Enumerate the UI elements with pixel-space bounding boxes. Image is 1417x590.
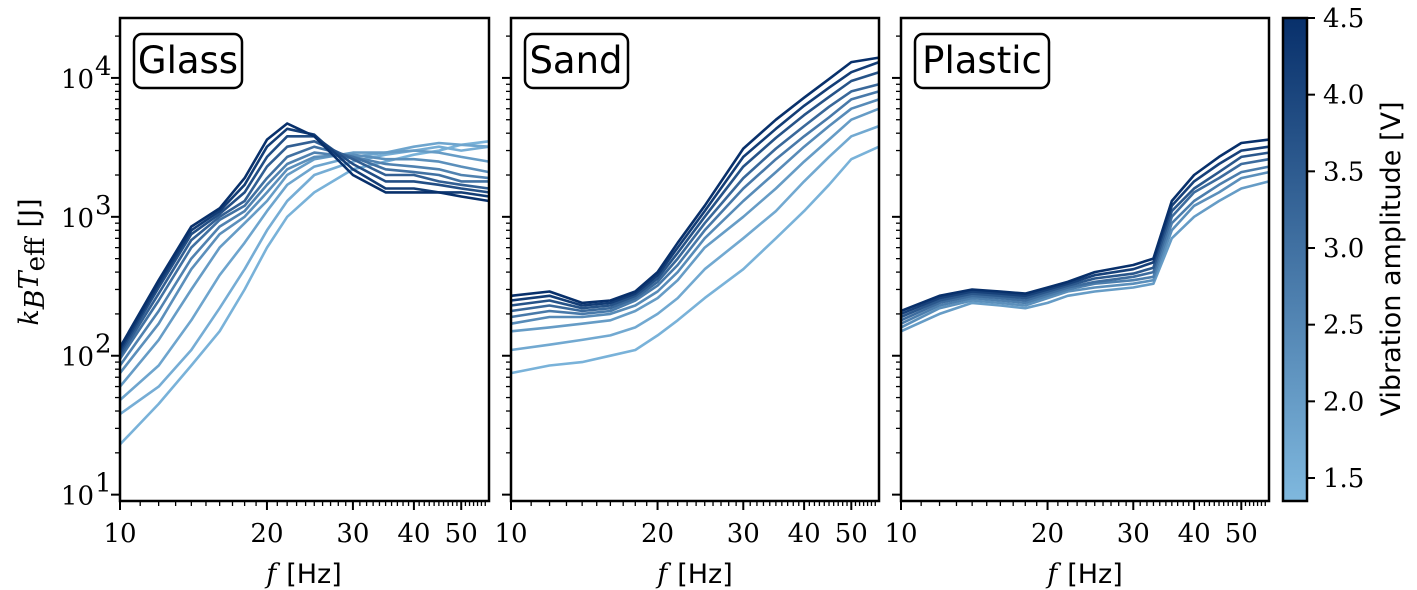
y-tick-exponent: 1 (95, 469, 112, 499)
x-tick-label: 40 (1178, 519, 1211, 549)
series-line (510, 83, 880, 313)
y-tick-exponent: 2 (95, 330, 112, 360)
colorbar-tick-label: 4.5 (1323, 4, 1364, 34)
x-tick-label: 40 (397, 519, 430, 549)
colorbar-label: Vibration amplitude [V] (1376, 101, 1407, 416)
glass-x-axis-label: f [Hz] (264, 559, 342, 590)
colorbar-tick-label: 3.0 (1323, 234, 1364, 264)
x-tick-label: 10 (103, 519, 136, 549)
series-line (510, 124, 880, 352)
plastic-x-axis-label: f [Hz] (1045, 559, 1123, 590)
glass-axes-frame (118, 16, 491, 503)
plastic-axes-frame (899, 16, 1271, 503)
sand-title: Sand (529, 39, 622, 82)
series-line (119, 140, 490, 446)
sand-title-box: Sand (523, 32, 630, 90)
series-line (900, 145, 1270, 316)
series-line (900, 138, 1270, 313)
x-tick-label: 10 (884, 519, 917, 549)
y-tick-label: 10 (61, 482, 94, 512)
series-line (119, 141, 490, 401)
glass-title-box: Glass (132, 32, 244, 90)
colorbar-tick-label: 4.0 (1323, 81, 1364, 111)
plastic-title-box: Plastic (913, 32, 1051, 90)
x-tick-label: 20 (641, 519, 674, 549)
series-line (118, 151, 490, 367)
series-line (510, 56, 880, 305)
y-tick-exponent: 4 (95, 52, 112, 82)
series-line (118, 153, 490, 374)
panel-sand: 10 20 30 40 50 Sand f [Hz] (494, 16, 881, 590)
series-line (900, 165, 1270, 325)
colorbar-tick-label: 2.0 (1323, 387, 1364, 417)
x-tick-label: 30 (727, 519, 760, 549)
series-line (510, 70, 880, 310)
series-line (510, 145, 880, 375)
x-tick-label: 10 (494, 519, 527, 549)
y-tick-exponent: 3 (95, 191, 112, 221)
x-tick-label: 50 (1225, 519, 1258, 549)
colorbar: 1.5 2.0 2.5 3.0 3.5 4.0 4.5 Vibration amplitud… (1281, 4, 1407, 503)
y-tick-label: 10 (61, 343, 94, 373)
colorbar-tick-label: 2.5 (1323, 311, 1364, 341)
colorbar-gradient (1281, 16, 1309, 503)
sand-x-axis-label: f [Hz] (655, 559, 733, 590)
y-tick-label: 10 (61, 65, 94, 95)
glass-title: Glass (138, 39, 238, 82)
colorbar-tick-label: 3.5 (1323, 157, 1364, 187)
sand-y-ticks (502, 35, 511, 496)
series-line (510, 98, 880, 325)
colorbar-ticks: 1.5 2.0 2.5 3.0 3.5 4.0 4.5 (1307, 4, 1364, 494)
sand-x-ticks: 10 20 30 40 50 (494, 501, 876, 549)
series-line (118, 122, 490, 348)
plastic-x-ticks: 10 20 30 40 50 (884, 501, 1266, 549)
series-line (510, 107, 880, 333)
glass-series-lines (118, 122, 490, 446)
colorbar-tick-label: 1.5 (1323, 464, 1364, 494)
series-line (119, 145, 490, 416)
y-tick-label: 10 (61, 204, 94, 234)
series-line (900, 180, 1270, 333)
series-line (118, 135, 490, 354)
y-axis-label: kBTeff[J] (14, 198, 51, 325)
glass-x-ticks: 10 20 30 40 50 (103, 501, 486, 549)
series-line (900, 170, 1270, 329)
plastic-y-ticks (892, 35, 901, 496)
x-tick-label: 40 (788, 519, 821, 549)
series-line (900, 157, 1270, 322)
series-line (118, 140, 490, 357)
x-tick-label: 20 (250, 519, 283, 549)
panel-plastic: 10 20 30 40 50 Plastic f [Hz] (884, 16, 1271, 590)
series-line (118, 149, 490, 388)
series-line (510, 60, 880, 307)
x-tick-label: 50 (445, 519, 478, 549)
x-tick-label: 30 (1117, 519, 1150, 549)
plastic-title: Plastic (922, 39, 1042, 82)
series-line (900, 151, 1270, 319)
plastic-series-lines (900, 138, 1270, 333)
sand-axes-frame (509, 16, 881, 503)
series-line (118, 145, 489, 360)
series-line (510, 90, 880, 319)
x-tick-label: 30 (336, 519, 369, 549)
sand-series-lines (510, 56, 880, 375)
x-tick-label: 20 (1031, 519, 1064, 549)
x-tick-label: 50 (835, 519, 868, 549)
